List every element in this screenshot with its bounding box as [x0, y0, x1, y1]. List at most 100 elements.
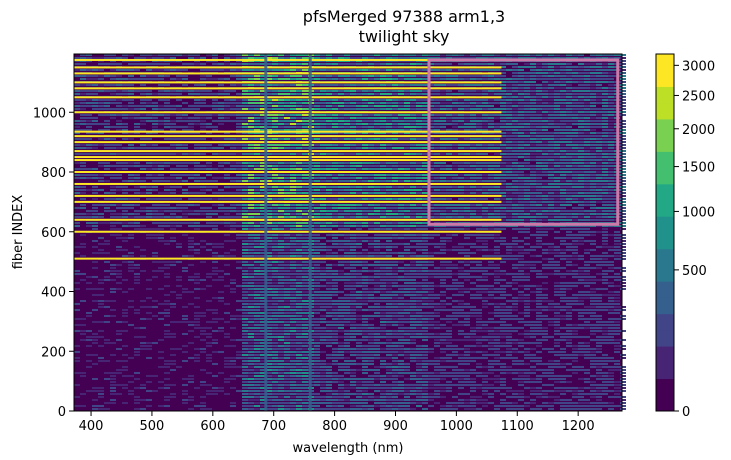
- heatmap-cell: [242, 120, 248, 122]
- heatmap-cell: [608, 192, 614, 194]
- heatmap-cell: [410, 129, 416, 131]
- heatmap-cell: [608, 225, 614, 227]
- heatmap-cell: [140, 168, 146, 170]
- heatmap-cell: [470, 84, 476, 86]
- heatmap-cell: [548, 102, 554, 104]
- heatmap-cell: [146, 216, 152, 218]
- heatmap-cell: [482, 210, 488, 212]
- heatmap-cell: [560, 216, 566, 218]
- heatmap-cell: [152, 69, 158, 71]
- heatmap-cell: [560, 132, 566, 134]
- heatmap-cell: [398, 69, 404, 71]
- heatmap-cell: [176, 216, 182, 218]
- heatmap-cell: [248, 99, 254, 101]
- heatmap-cell: [212, 120, 218, 122]
- heatmap-cell: [452, 114, 458, 116]
- heatmap-cell: [146, 210, 152, 212]
- heatmap-cell: [518, 78, 524, 80]
- heatmap-cell: [92, 57, 98, 59]
- heatmap-cell: [80, 78, 86, 80]
- heatmap-cell: [620, 96, 626, 98]
- heatmap-cell: [488, 132, 494, 134]
- heatmap-cell: [176, 168, 182, 170]
- heatmap-cell: [494, 63, 500, 65]
- heatmap-cell: [392, 228, 398, 230]
- heatmap-cell: [356, 99, 362, 101]
- heatmap-cell: [290, 69, 296, 71]
- heatmap-cell: [596, 207, 602, 209]
- heatmap-cell: [152, 102, 158, 104]
- heatmap-cell: [122, 180, 128, 182]
- heatmap-cell: [398, 54, 404, 56]
- heatmap-cell: [254, 108, 260, 110]
- heatmap-cell: [80, 114, 86, 116]
- heatmap-cell: [236, 168, 242, 170]
- heatmap-cell: [254, 126, 260, 128]
- heatmap-cell: [374, 120, 380, 122]
- heatmap-cell: [224, 162, 230, 164]
- heatmap-cell: [302, 84, 308, 86]
- heatmap-cell: [548, 171, 554, 173]
- heatmap-cell: [290, 54, 296, 56]
- heatmap-cell: [518, 156, 524, 158]
- heatmap-cell: [536, 135, 542, 137]
- heatmap-cell: [590, 219, 596, 221]
- heatmap-cell: [482, 180, 488, 182]
- heatmap-cell: [524, 66, 530, 68]
- heatmap-cell: [590, 132, 596, 134]
- heatmap-cell: [536, 102, 542, 104]
- heatmap-cell: [470, 129, 476, 131]
- heatmap-cell: [290, 216, 296, 218]
- heatmap-cell: [344, 213, 350, 215]
- heatmap-cell: [452, 108, 458, 110]
- heatmap-cell: [356, 108, 362, 110]
- heatmap-cell: [128, 99, 134, 101]
- heatmap-cell: [362, 225, 368, 227]
- heatmap-cell: [566, 81, 572, 83]
- heatmap-cell: [374, 147, 380, 149]
- heatmap-cell: [566, 105, 572, 107]
- heatmap-cell: [278, 222, 284, 224]
- heatmap-cell: [506, 156, 512, 158]
- heatmap-cell: [194, 225, 200, 227]
- heatmap-cell: [554, 165, 560, 167]
- heatmap-cell: [506, 135, 512, 137]
- heatmap-cell: [230, 177, 236, 179]
- heatmap-cell: [458, 147, 464, 149]
- heatmap-cell: [554, 63, 560, 65]
- heatmap-cell: [86, 138, 92, 140]
- heatmap-cell: [434, 78, 440, 80]
- heatmap-cell: [374, 225, 380, 227]
- heatmap-cell: [170, 138, 176, 140]
- heatmap-cell: [446, 144, 452, 146]
- heatmap-cell: [86, 93, 92, 95]
- heatmap-cell: [236, 189, 242, 191]
- heatmap-cell: [302, 147, 308, 149]
- heatmap-cell: [110, 174, 116, 176]
- heatmap-cell: [512, 198, 518, 200]
- heatmap-cell: [188, 117, 194, 119]
- heatmap-cell: [590, 189, 596, 191]
- heatmap-cell: [278, 213, 284, 215]
- heatmap-cell: [452, 162, 458, 164]
- heatmap-cell: [404, 147, 410, 149]
- heatmap-cell: [86, 213, 92, 215]
- heatmap-cell: [296, 102, 302, 104]
- heatmap-cell: [110, 165, 116, 167]
- heatmap-cell: [518, 129, 524, 131]
- heatmap-cell: [386, 174, 392, 176]
- heatmap-cell: [344, 93, 350, 95]
- plot-area: [73, 53, 626, 412]
- heatmap-cell: [482, 228, 488, 230]
- heatmap-cell: [590, 183, 596, 185]
- heatmap-cell: [86, 225, 92, 227]
- heatmap-cell: [110, 222, 116, 224]
- heatmap-cell: [212, 204, 218, 206]
- heatmap-cell: [434, 99, 440, 101]
- heatmap-cell: [548, 78, 554, 80]
- heatmap-cell: [284, 210, 290, 212]
- heatmap-cell: [242, 117, 248, 119]
- heatmap-cell: [500, 159, 506, 161]
- heatmap-cell: [278, 78, 284, 80]
- heatmap-cell: [176, 99, 182, 101]
